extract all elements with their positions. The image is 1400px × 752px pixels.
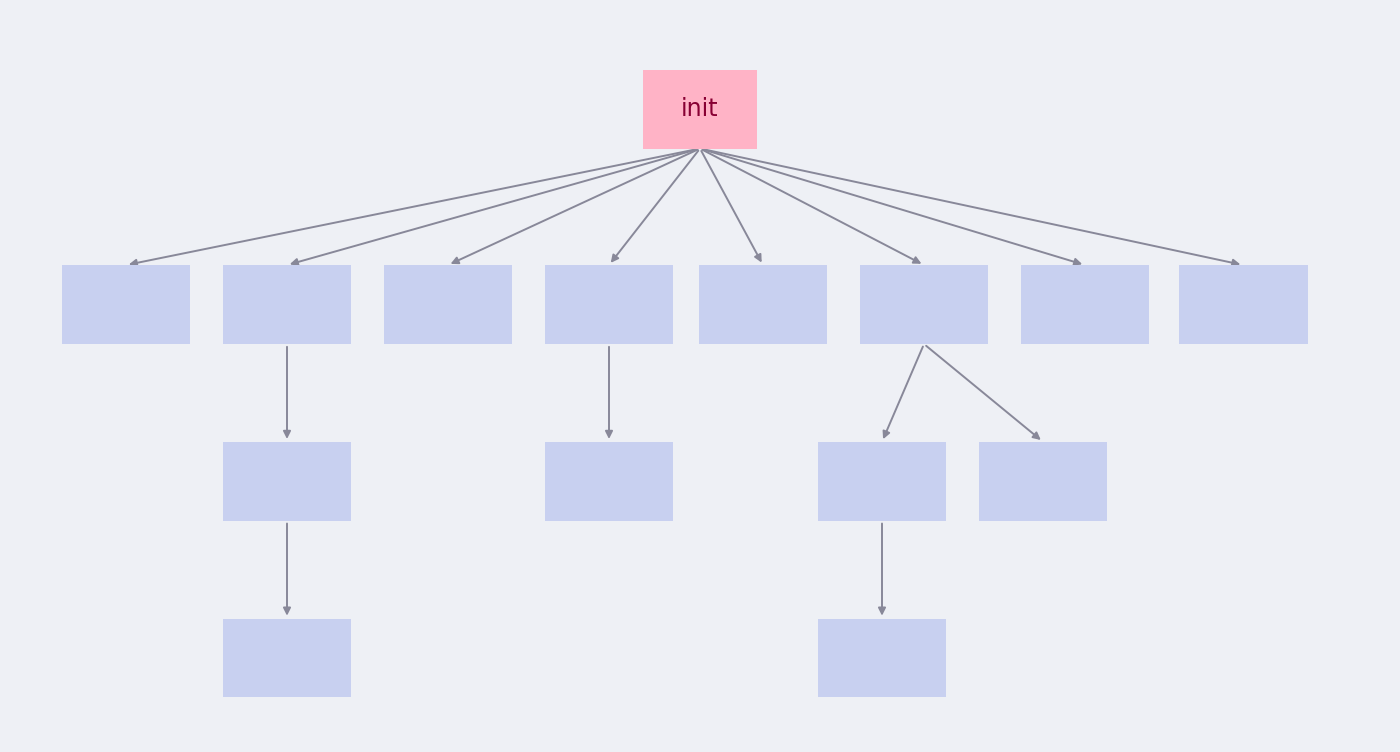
FancyBboxPatch shape [860, 265, 988, 344]
FancyBboxPatch shape [545, 442, 673, 520]
FancyBboxPatch shape [223, 265, 351, 344]
FancyBboxPatch shape [223, 442, 351, 520]
FancyBboxPatch shape [384, 265, 512, 344]
FancyBboxPatch shape [643, 70, 757, 149]
FancyBboxPatch shape [818, 442, 946, 520]
FancyBboxPatch shape [1021, 265, 1149, 344]
FancyBboxPatch shape [223, 618, 351, 698]
Text: init: init [682, 97, 718, 121]
FancyBboxPatch shape [979, 442, 1107, 520]
FancyBboxPatch shape [1179, 265, 1308, 344]
FancyBboxPatch shape [699, 265, 827, 344]
FancyBboxPatch shape [545, 265, 673, 344]
FancyBboxPatch shape [818, 618, 946, 698]
FancyBboxPatch shape [62, 265, 190, 344]
